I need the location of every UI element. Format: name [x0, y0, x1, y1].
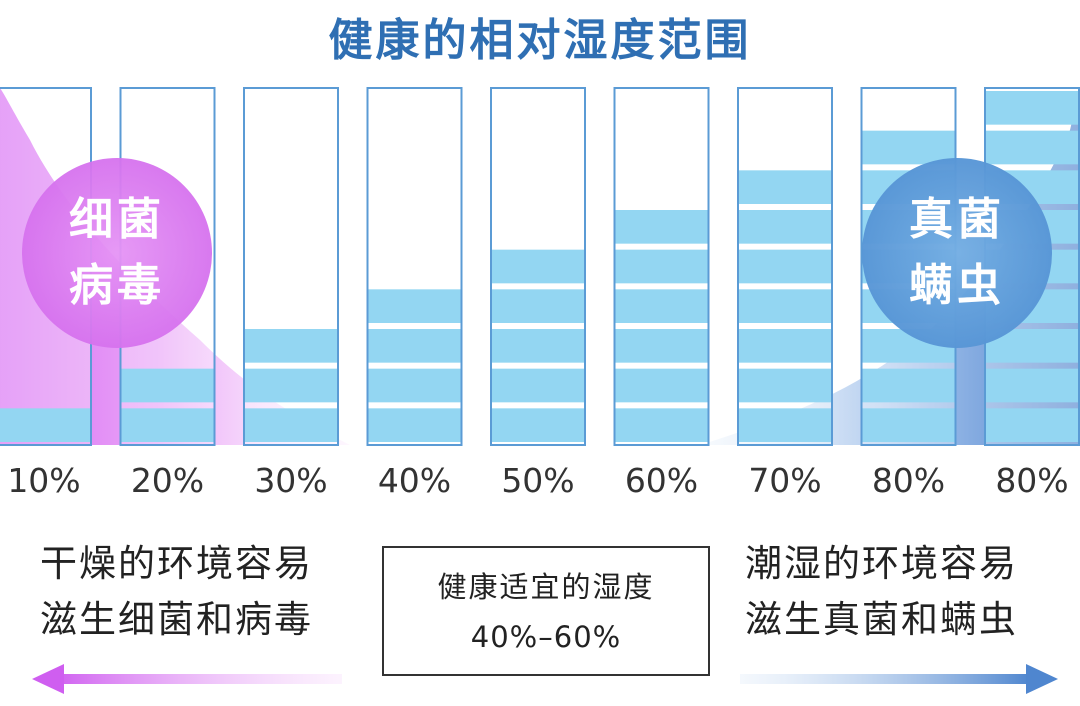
dry-note-line1: 干燥的环境容易: [40, 542, 313, 585]
humidity-bar-segment: [368, 408, 461, 442]
damp-note-line1: 潮湿的环境容易: [745, 542, 1018, 585]
fungi-mites-bubble: 真菌 螨虫: [862, 158, 1052, 348]
humidity-tick-labels: 10% 20% 30% 40% 50% 60% 70% 80% 80%: [7, 461, 1068, 500]
humidity-bar-segment: [739, 210, 831, 244]
humidity-bar-segment: [739, 170, 831, 204]
humidity-tick-label: 70%: [748, 461, 821, 500]
dry-risk-curve: [0, 88, 350, 445]
humidity-bar-segment: [615, 408, 708, 442]
bubble-left-line1: 细菌: [69, 194, 165, 245]
humidity-bar-segment: [739, 289, 831, 323]
damp-note-line2: 滋生真菌和螨虫: [745, 598, 1018, 641]
humidity-bar-segment: [615, 289, 708, 323]
humidity-bar-segment: [986, 368, 1078, 403]
bubble-right-line1: 真菌: [909, 194, 1005, 245]
humidity-bar-segment: [615, 249, 708, 284]
dry-note: 干燥的环境容易 滋生细菌和病毒: [40, 536, 313, 648]
healthy-range-value: 40%–60%: [470, 620, 622, 654]
humidity-bar-segment: [492, 368, 584, 403]
humidity-tick-label: 10%: [7, 461, 80, 500]
humidity-tick-label: 30%: [254, 461, 327, 500]
humidity-bar: [737, 87, 833, 446]
humidity-bar-segment: [615, 329, 708, 363]
humidity-tick-label: 80%: [995, 461, 1068, 500]
humidity-bar: [490, 87, 586, 446]
humidity-bar-segment: [615, 210, 708, 244]
humidity-bar-segment: [121, 408, 214, 442]
humidity-bar-segment: [739, 408, 831, 442]
humidity-tick-label: 80%: [872, 461, 945, 500]
humidity-bar-segment: [615, 368, 708, 403]
humidity-bar-segment: [739, 368, 831, 403]
humidity-tick-label: 60%: [625, 461, 698, 500]
damp-note: 潮湿的环境容易 滋生真菌和螨虫: [745, 536, 1018, 648]
humidity-bar-segment: [121, 368, 214, 403]
humidity-bar-segment: [986, 91, 1078, 125]
healthy-range-label: 健康适宜的湿度: [437, 570, 655, 604]
dry-note-line2: 滋生细菌和病毒: [40, 598, 313, 641]
humidity-bar: [613, 87, 710, 446]
bacteria-virus-bubble: 细菌 病毒: [22, 158, 212, 348]
humidity-bar-segment: [368, 368, 461, 403]
humidity-bar-segment: [492, 249, 584, 284]
humidity-bar-segment: [862, 368, 955, 403]
humidity-tick-label: 20%: [131, 461, 204, 500]
humidity-tick-label: 40%: [378, 461, 451, 500]
humidity-tick-label: 50%: [501, 461, 574, 500]
humidity-bar-segment: [368, 329, 461, 363]
humidity-bar-segment: [492, 408, 584, 442]
humidity-bar-segment: [862, 408, 955, 442]
humidity-bar-segment: [862, 130, 955, 165]
humidity-bar-segment: [245, 368, 337, 403]
humidity-bar-segment: [245, 408, 337, 442]
humidity-bar-segment: [492, 329, 584, 363]
humidity-bar-segment: [368, 289, 461, 323]
bubble-right-line2: 螨虫: [909, 260, 1005, 311]
humidity-bar-segment: [739, 329, 831, 363]
healthy-range-box: 健康适宜的湿度 40%–60%: [382, 546, 710, 676]
humidity-bar-segment: [0, 408, 90, 442]
humidity-bar-segment: [739, 249, 831, 284]
chart-title: 健康的相对湿度范围: [328, 15, 752, 66]
right-arrow: [740, 664, 1058, 694]
humidity-bar-segment: [492, 289, 584, 323]
humidity-bar-segment: [986, 130, 1078, 165]
humidity-bar: [366, 87, 463, 446]
humidity-bar-segment: [245, 329, 337, 363]
left-arrow: [32, 664, 342, 694]
humidity-bar-segment: [986, 408, 1078, 442]
bubble-left-line2: 病毒: [69, 260, 165, 311]
humidity-bar: [243, 87, 339, 446]
